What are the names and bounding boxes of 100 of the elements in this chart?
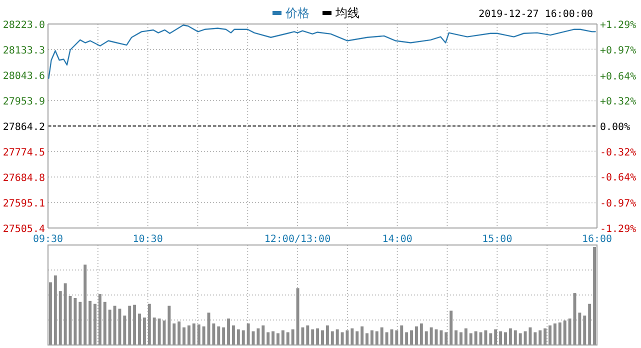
bar <box>563 320 566 345</box>
x-tick-label: 14:00 <box>382 234 412 245</box>
y-tick-label: 28223.0 <box>2 20 45 31</box>
bar <box>494 329 498 345</box>
bar <box>48 282 52 345</box>
bar <box>192 323 196 345</box>
x-tick-label: 09:30 <box>32 234 64 245</box>
y2-tick-label: -1.29% <box>600 224 636 235</box>
bar <box>414 326 418 345</box>
bar <box>58 291 62 345</box>
bar <box>395 330 398 345</box>
bar <box>266 332 270 345</box>
y-tick-label: 28133.3 <box>2 46 45 56</box>
bar <box>128 306 132 345</box>
y-tick-label: 27864.2 <box>2 122 45 133</box>
x-tick-label: 16:00 <box>582 234 612 245</box>
bar <box>281 330 284 345</box>
bar <box>78 302 82 345</box>
legend-label: 均线 <box>334 6 360 20</box>
bar <box>518 333 522 345</box>
y2-tick-label: +0.64% <box>600 71 636 82</box>
bar <box>350 328 354 345</box>
y2-tick-label: -0.32% <box>600 147 636 158</box>
bar <box>256 328 260 345</box>
bar <box>360 326 364 345</box>
bar <box>232 325 235 345</box>
bar <box>508 328 512 345</box>
bar <box>400 325 404 345</box>
bar <box>306 325 310 345</box>
y-tick-label: 27505.4 <box>2 224 45 235</box>
bar <box>236 329 240 345</box>
bar <box>212 323 216 345</box>
bar <box>74 298 77 345</box>
bar <box>430 327 433 345</box>
bar <box>103 302 106 345</box>
bar <box>217 326 220 345</box>
bar <box>593 247 596 345</box>
bar <box>469 333 472 345</box>
bar <box>444 332 448 345</box>
bar <box>450 310 453 345</box>
bar <box>424 331 428 345</box>
bar <box>583 316 586 345</box>
bar <box>420 323 423 345</box>
bar <box>88 300 92 345</box>
bar <box>553 323 556 345</box>
bar <box>123 316 126 345</box>
chart-subtitle: 2019-12-27 16:00:00 <box>478 9 593 20</box>
bar <box>356 331 359 345</box>
y2-tick-label: 0.00% <box>600 122 630 133</box>
bar <box>588 304 592 345</box>
y-tick-label: 27684.8 <box>2 173 45 184</box>
bar <box>197 324 200 345</box>
bar <box>410 330 414 345</box>
bar <box>262 325 265 345</box>
y2-tick-label: -0.64% <box>600 172 636 184</box>
bar <box>366 333 368 345</box>
bar <box>504 332 507 345</box>
bar <box>311 329 314 345</box>
bar <box>152 318 156 345</box>
bar <box>182 327 186 345</box>
bar <box>148 304 151 345</box>
bar <box>172 323 176 345</box>
bar <box>276 333 280 345</box>
bar <box>499 331 502 345</box>
y-tick-label: 27774.5 <box>2 148 45 158</box>
bar <box>142 318 146 345</box>
bar <box>291 329 294 345</box>
x-tick-label: 15:00 <box>482 234 512 245</box>
bar <box>98 294 102 345</box>
bar <box>385 332 388 345</box>
bar <box>464 328 468 345</box>
bar <box>440 330 443 345</box>
bar <box>514 330 517 345</box>
bar <box>405 332 408 345</box>
bar <box>336 329 339 345</box>
bar <box>370 330 374 345</box>
bar <box>272 331 275 345</box>
bar <box>460 332 462 345</box>
y-tick-label: 27953.9 <box>2 96 45 108</box>
bar <box>178 321 181 345</box>
bar <box>489 333 492 345</box>
bar <box>330 331 334 345</box>
y2-tick-label: +1.29% <box>600 20 636 31</box>
y2-tick-label: -0.97% <box>600 198 636 210</box>
bar <box>227 318 230 345</box>
bar <box>168 306 171 345</box>
bar <box>286 332 290 345</box>
bar <box>246 323 250 345</box>
bar <box>321 330 324 345</box>
bar <box>548 325 552 345</box>
bar <box>133 304 136 345</box>
bar <box>544 328 547 345</box>
bar <box>138 314 141 345</box>
y2-tick-label: +0.97% <box>600 45 636 56</box>
bar <box>474 331 478 345</box>
bar <box>380 327 384 345</box>
bar <box>534 332 537 345</box>
bar <box>568 318 572 345</box>
y2-tick-label: +0.32% <box>600 96 636 108</box>
bar <box>64 283 67 345</box>
